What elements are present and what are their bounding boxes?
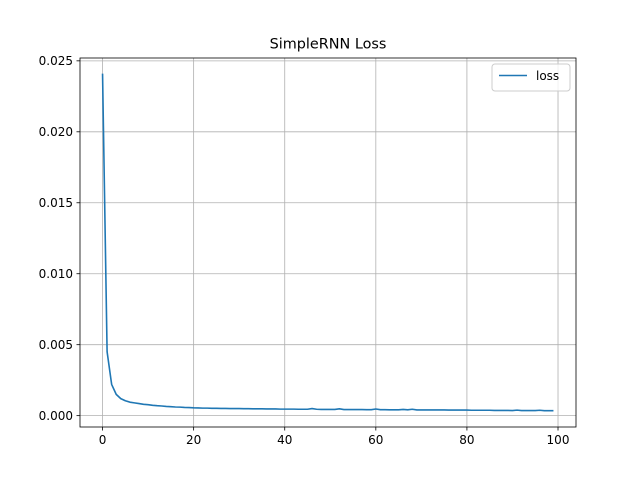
- y-tick-label: 0.010: [39, 267, 73, 281]
- y-tick-label: 0.015: [39, 196, 73, 210]
- x-tick-label: 20: [186, 433, 201, 447]
- series-layer: [101, 73, 554, 412]
- series-line-loss: [101, 73, 554, 412]
- y-tick-label: 0.000: [39, 409, 73, 423]
- legend: loss: [491, 63, 571, 92]
- x-tick-label: 60: [368, 433, 383, 447]
- x-tick-label: 0: [99, 433, 107, 447]
- axes: 0 20 40 60 80 100 0.000 0.005 0.010 0.015 0.020 0.0…: [39, 54, 577, 447]
- legend-label-loss: loss: [536, 69, 559, 83]
- y-tick-label: 0.020: [39, 125, 73, 139]
- legend-frame: [491, 63, 571, 92]
- x-tick-label: 40: [277, 433, 292, 447]
- grid: [80, 58, 576, 427]
- chart-title: SimpleRNN Loss: [270, 37, 387, 53]
- axes-frame: [79, 57, 577, 428]
- x-tick-label: 80: [459, 433, 474, 447]
- x-tick-label: 100: [547, 433, 570, 447]
- y-tick-label: 0.025: [39, 54, 73, 68]
- y-tick-label: 0.005: [39, 338, 73, 352]
